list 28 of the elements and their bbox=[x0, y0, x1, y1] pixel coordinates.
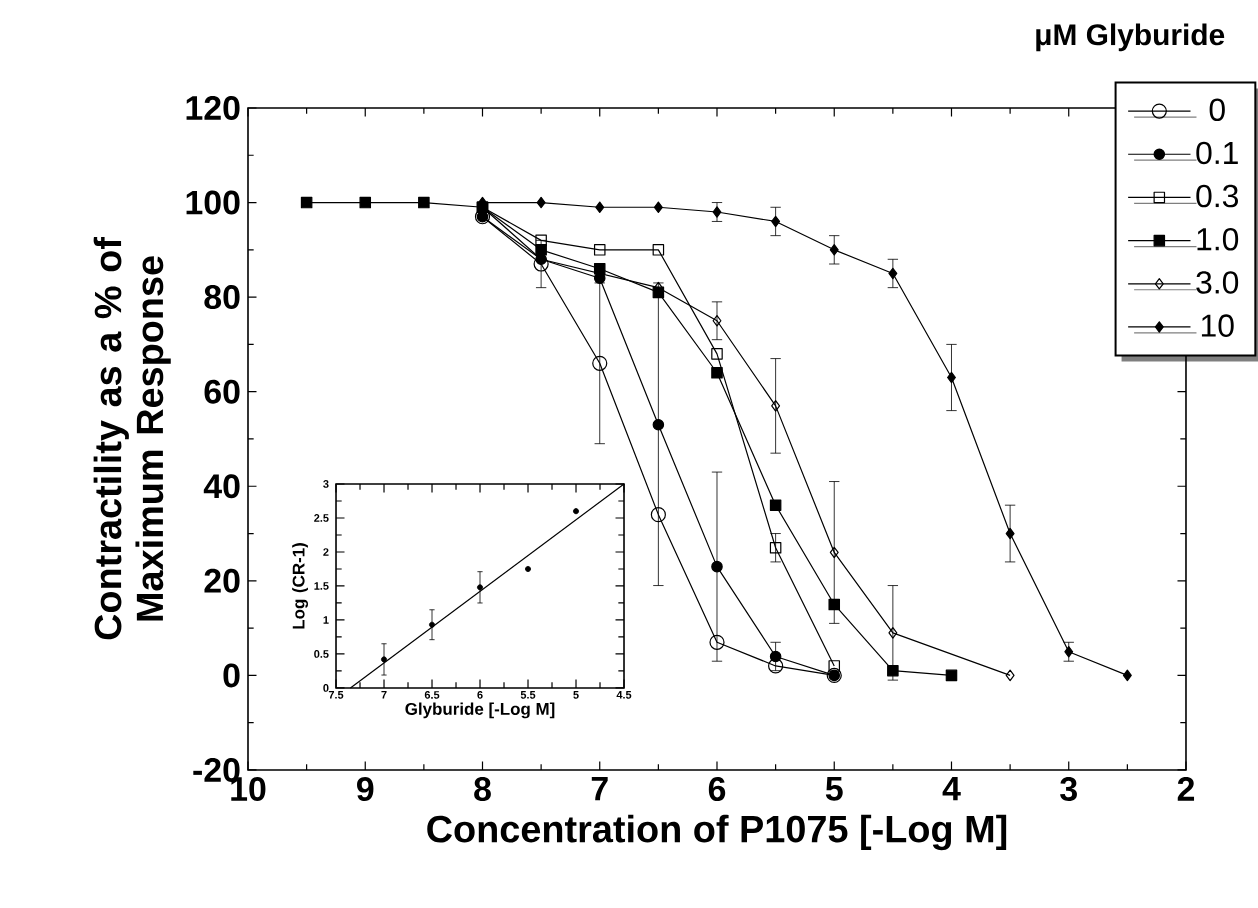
legend-label: 0.1 bbox=[1196, 141, 1238, 165]
x-tick-label: 6 bbox=[708, 777, 726, 802]
x-tick-label: 5 bbox=[825, 777, 843, 801]
y-tick-label: 60 bbox=[204, 379, 240, 404]
legend-label: 0.3 bbox=[1196, 184, 1238, 208]
x-tick-label: 8 bbox=[474, 777, 491, 802]
x-axis-title: Glyburide [-Log M] bbox=[405, 702, 555, 719]
legend-title: μM Glyburide bbox=[1036, 23, 1225, 52]
x-tick-label: 4 bbox=[942, 777, 961, 801]
x-tick-label: 3 bbox=[1060, 777, 1077, 802]
x-axis-title: Concentration of P1075 [-Log M] bbox=[427, 814, 1007, 851]
y-tick-label: -20 bbox=[193, 757, 240, 782]
y-tick-label: 80 bbox=[204, 285, 240, 310]
x-tick-label: 9 bbox=[357, 777, 374, 802]
legend-label: 0 bbox=[1209, 98, 1225, 122]
y-tick-label: 20 bbox=[204, 568, 240, 593]
y-tick-label: 120 bbox=[186, 95, 240, 120]
y-tick-label: 40 bbox=[203, 474, 240, 499]
x-tick-label: 7 bbox=[591, 777, 608, 801]
y-tick-label: 0 bbox=[223, 663, 240, 688]
y-tick-label: 100 bbox=[186, 190, 240, 215]
legend-label: 10 bbox=[1201, 314, 1234, 337]
x-tick-label: 10 bbox=[231, 777, 266, 802]
legend-label: 3.0 bbox=[1196, 271, 1239, 294]
y-axis-title: Contractility as a % of Maximum Response bbox=[93, 236, 171, 640]
legend-label: 1.0 bbox=[1197, 227, 1239, 251]
y-axis-title: Log (CR-1) bbox=[292, 543, 309, 629]
x-tick-label: 2 bbox=[1177, 777, 1195, 801]
